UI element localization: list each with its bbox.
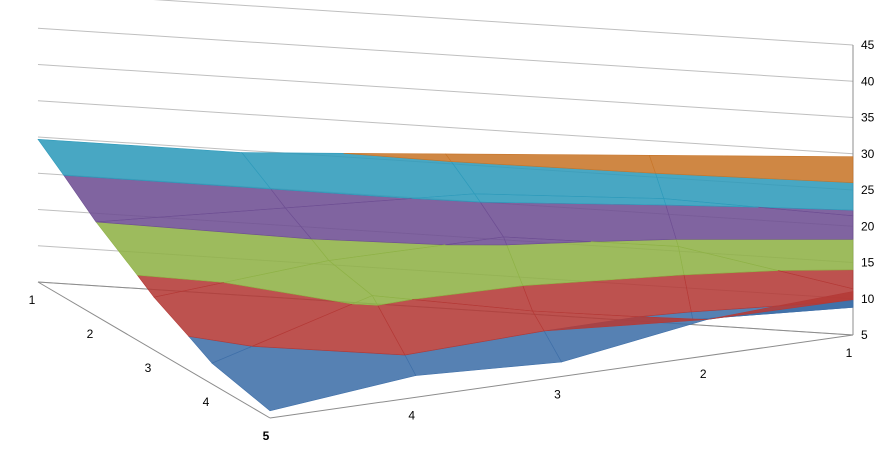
depth-tick-label: 4	[203, 395, 210, 409]
z-tick-label: 15	[861, 256, 875, 270]
x-axis-line	[269, 334, 854, 419]
gridline-30	[37, 100, 854, 155]
z-tick-label: 25	[861, 183, 875, 197]
z-tick-label: 5	[861, 328, 868, 342]
z-tick-label: 10	[861, 292, 875, 306]
depth-tick-label: 1	[29, 293, 36, 307]
surface-band-10-15	[707, 291, 854, 320]
z-tick-label: 30	[861, 147, 875, 161]
depth-axis-line	[37, 281, 271, 419]
gridline-35	[37, 64, 854, 118]
depth-tick-label: 2	[87, 327, 94, 341]
x-tick-label: 1	[846, 346, 853, 360]
depth-tick-label: 3	[145, 361, 152, 375]
z-tick-label: 45	[861, 38, 875, 52]
surface-band-25-30	[37, 138, 272, 190]
x-tick-label: 3	[554, 388, 561, 402]
surface-band-20-25	[284, 198, 505, 246]
surface-band-20-25	[445, 236, 508, 246]
z-tick-label: 20	[861, 219, 875, 233]
surface-band-25-30	[411, 193, 481, 203]
surface-band-15-20	[352, 295, 379, 306]
z-tick-label: 35	[861, 111, 875, 125]
z-tick-label: 40	[861, 74, 875, 88]
surface-band-20-25	[479, 201, 677, 243]
x-tick-label: 2	[700, 367, 707, 381]
surface-band-5-10	[211, 345, 417, 412]
x-tick-label: 5	[263, 429, 270, 443]
x-tick-label: 4	[408, 408, 415, 422]
gridline-45	[153, 0, 854, 46]
gridline-40	[37, 27, 854, 82]
surface-band-30-35	[343, 153, 452, 162]
surface	[37, 138, 854, 412]
surface-band-20-25	[95, 207, 313, 240]
